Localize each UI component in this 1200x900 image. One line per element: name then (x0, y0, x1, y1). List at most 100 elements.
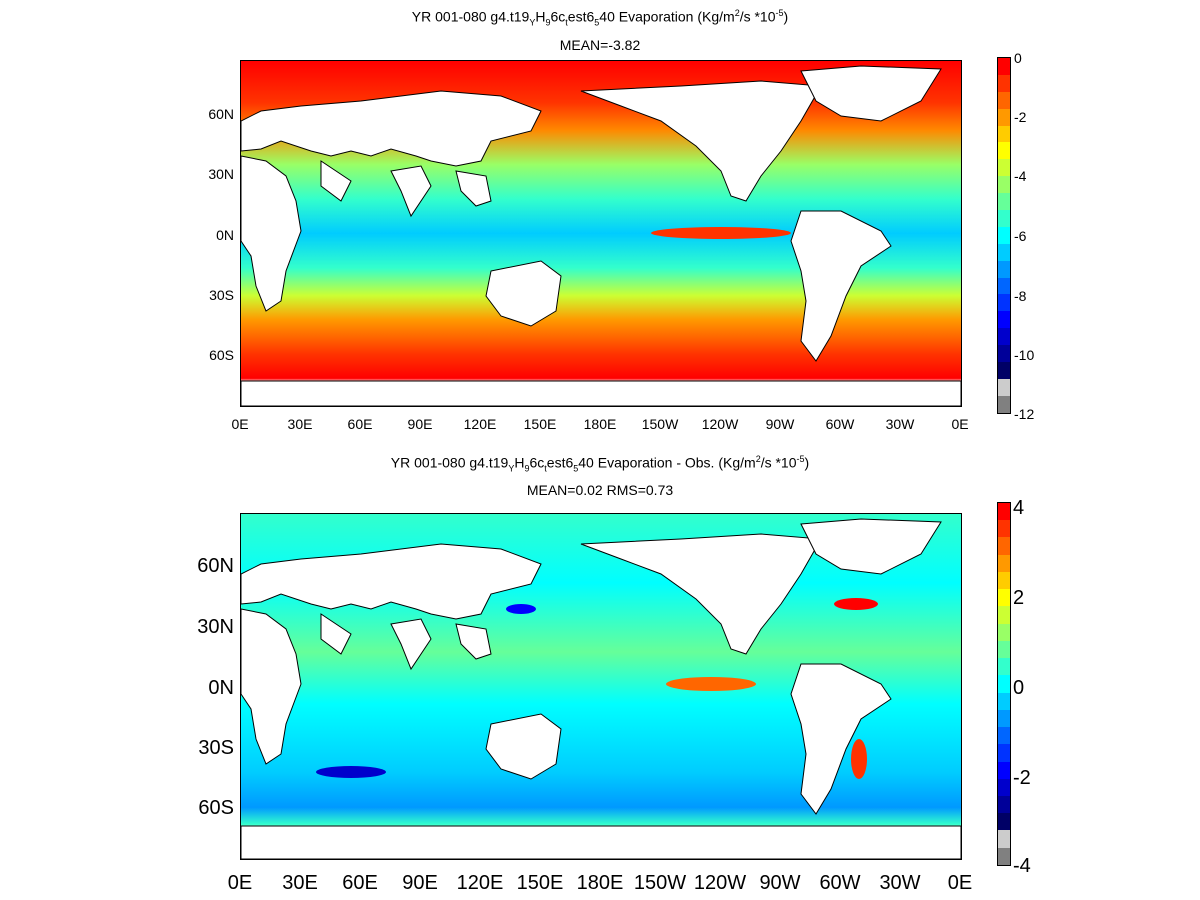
top-map-title: YR 001-080 g4.t19YH96ctest6540 Evaporati… (411, 8, 789, 28)
bottom-colorbar-swatch (998, 554, 1010, 572)
bottom-colorbar-swatch (998, 589, 1010, 607)
bottom-landmasses (241, 518, 961, 859)
top-colorbar-swatch (998, 226, 1010, 244)
bottom-kuroshio-negative (506, 604, 536, 614)
bottom-colorbar-swatch (998, 761, 1010, 779)
bottom-lat-label-30n: 30N (197, 616, 234, 638)
top-lon-label: 30W (885, 416, 915, 432)
bottom-colorbar-swatch (998, 830, 1010, 848)
top-lat-label-30n: 30N (208, 166, 234, 182)
top-lon-label: 60E (347, 416, 373, 432)
top-colorbar-swatch (998, 311, 1010, 329)
bottom-lon-label: 120E (456, 872, 504, 894)
bottom-lon-label: 120W (693, 872, 747, 894)
bottom-colorbar-swatch (998, 675, 1010, 693)
top-colorbar-swatch (998, 260, 1010, 278)
bottom-colorbar-tick: -2 (1013, 767, 1031, 789)
bottom-colorbar-swatch (998, 640, 1010, 659)
bottom-colorbar-swatch (998, 503, 1010, 521)
bottom-lon-label: 180E (576, 872, 624, 894)
top-lon-label: 0E (231, 416, 249, 432)
bottom-equatorial-anomaly (666, 677, 756, 691)
bottom-colorbar-swatch (998, 727, 1010, 745)
bottom-lon-label: 150W (633, 872, 687, 894)
top-colorbar-tick: -12 (1014, 406, 1035, 422)
bottom-lat-label-0n: 0N (208, 677, 234, 699)
top-lon-label: 150W (641, 416, 679, 432)
top-map-field (241, 61, 961, 406)
top-colorbar-tick: 0 (1014, 50, 1022, 66)
top-lon-label: 120E (463, 416, 497, 432)
top-colorbar-swatch (998, 91, 1010, 109)
bottom-colorbar-tick: -4 (1013, 855, 1031, 877)
top-lon-label: 120W (701, 416, 739, 432)
top-lat-label-60s: 60S (209, 347, 234, 363)
bottom-lon-label: 90E (402, 872, 438, 894)
top-lat-label-60n: 60N (208, 106, 234, 122)
top-colorbar (997, 57, 1011, 414)
bottom-colorbar-swatch (998, 813, 1010, 831)
bottom-lon-label: 0E (227, 872, 253, 894)
top-colorbar-swatch (998, 294, 1010, 312)
top-lon-label: 60W (825, 416, 855, 432)
top-lon-label: 180E (583, 416, 617, 432)
top-colorbar-swatch (998, 243, 1010, 261)
bottom-southern-ocean-negative (316, 766, 386, 778)
top-lat-label-0n: 0N (216, 227, 234, 243)
top-landmasses (241, 65, 961, 406)
top-colorbar-swatch (998, 277, 1010, 295)
bottom-colorbar-swatch (998, 606, 1010, 624)
bottom-colorbar-swatch (998, 520, 1010, 538)
bottom-colorbar-swatch (998, 744, 1010, 762)
bottom-colorbar-swatch (998, 692, 1010, 710)
top-colorbar-swatch (998, 362, 1010, 379)
top-map-subtitle: MEAN=-3.82 (559, 37, 641, 53)
bottom-lon-label: 0E (947, 872, 973, 894)
top-lon-label: 0E (951, 416, 969, 432)
bottom-lat-label-60n: 60N (197, 555, 234, 577)
bottom-lon-label: 60E (342, 872, 378, 894)
bottom-lat-label-60s: 60S (198, 797, 234, 819)
top-colorbar-tick: -2 (1014, 109, 1027, 125)
top-colorbar-swatch (998, 193, 1010, 211)
bottom-lon-label: 150E (516, 872, 564, 894)
top-colorbar-swatch (998, 159, 1010, 177)
bottom-colorbar (997, 502, 1011, 866)
bottom-colorbar-swatch (998, 709, 1010, 728)
top-colorbar-swatch (998, 142, 1010, 160)
bottom-colorbar-tick: 4 (1013, 497, 1025, 519)
top-colorbar-swatch (998, 345, 1010, 363)
bottom-colorbar-swatch (998, 778, 1010, 796)
top-colorbar-swatch (998, 210, 1010, 227)
top-lon-label: 90E (407, 416, 433, 432)
top-colorbar-swatch (998, 176, 1010, 194)
top-colorbar-swatch (998, 395, 1010, 413)
bottom-lon-label: 60W (819, 872, 861, 894)
top-colorbar-swatch (998, 58, 1010, 75)
top-lon-label: 150E (523, 416, 557, 432)
top-colorbar-swatch (998, 74, 1010, 92)
top-evaporation-map (240, 60, 962, 407)
top-colorbar-tick: -8 (1014, 288, 1027, 304)
bottom-colorbar-swatch (998, 623, 1010, 641)
bottom-colorbar-tick: 2 (1013, 587, 1025, 609)
top-colorbar-swatch (998, 125, 1010, 143)
bottom-colorbar-swatch (998, 571, 1010, 590)
top-colorbar-swatch (998, 378, 1010, 396)
top-lon-label: 30E (287, 416, 313, 432)
top-colorbar-tick: -6 (1014, 228, 1027, 244)
bottom-brazil-current-anomaly (851, 739, 867, 779)
bottom-colorbar-swatch (998, 658, 1010, 676)
bottom-colorbar-tick: 0 (1013, 677, 1025, 699)
top-colorbar-tick: -10 (1014, 347, 1035, 363)
bottom-lon-label: 30W (879, 872, 921, 894)
top-lon-label: 90W (765, 416, 795, 432)
bottom-colorbar-swatch (998, 847, 1010, 865)
bottom-gulfstream-anomaly (834, 598, 878, 610)
bottom-map-title: YR 001-080 g4.t19YH96ctest6540 Evaporati… (390, 454, 810, 474)
top-equatorial-max (651, 227, 791, 239)
bottom-colorbar-swatch (998, 795, 1010, 814)
bottom-map-field (241, 514, 961, 859)
top-lat-label-30s: 30S (209, 287, 234, 303)
bottom-lat-label-30s: 30S (198, 737, 234, 759)
